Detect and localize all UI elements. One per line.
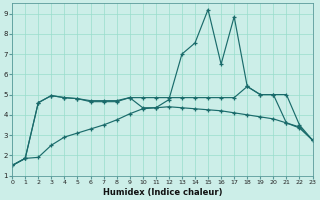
X-axis label: Humidex (Indice chaleur): Humidex (Indice chaleur): [103, 188, 222, 197]
